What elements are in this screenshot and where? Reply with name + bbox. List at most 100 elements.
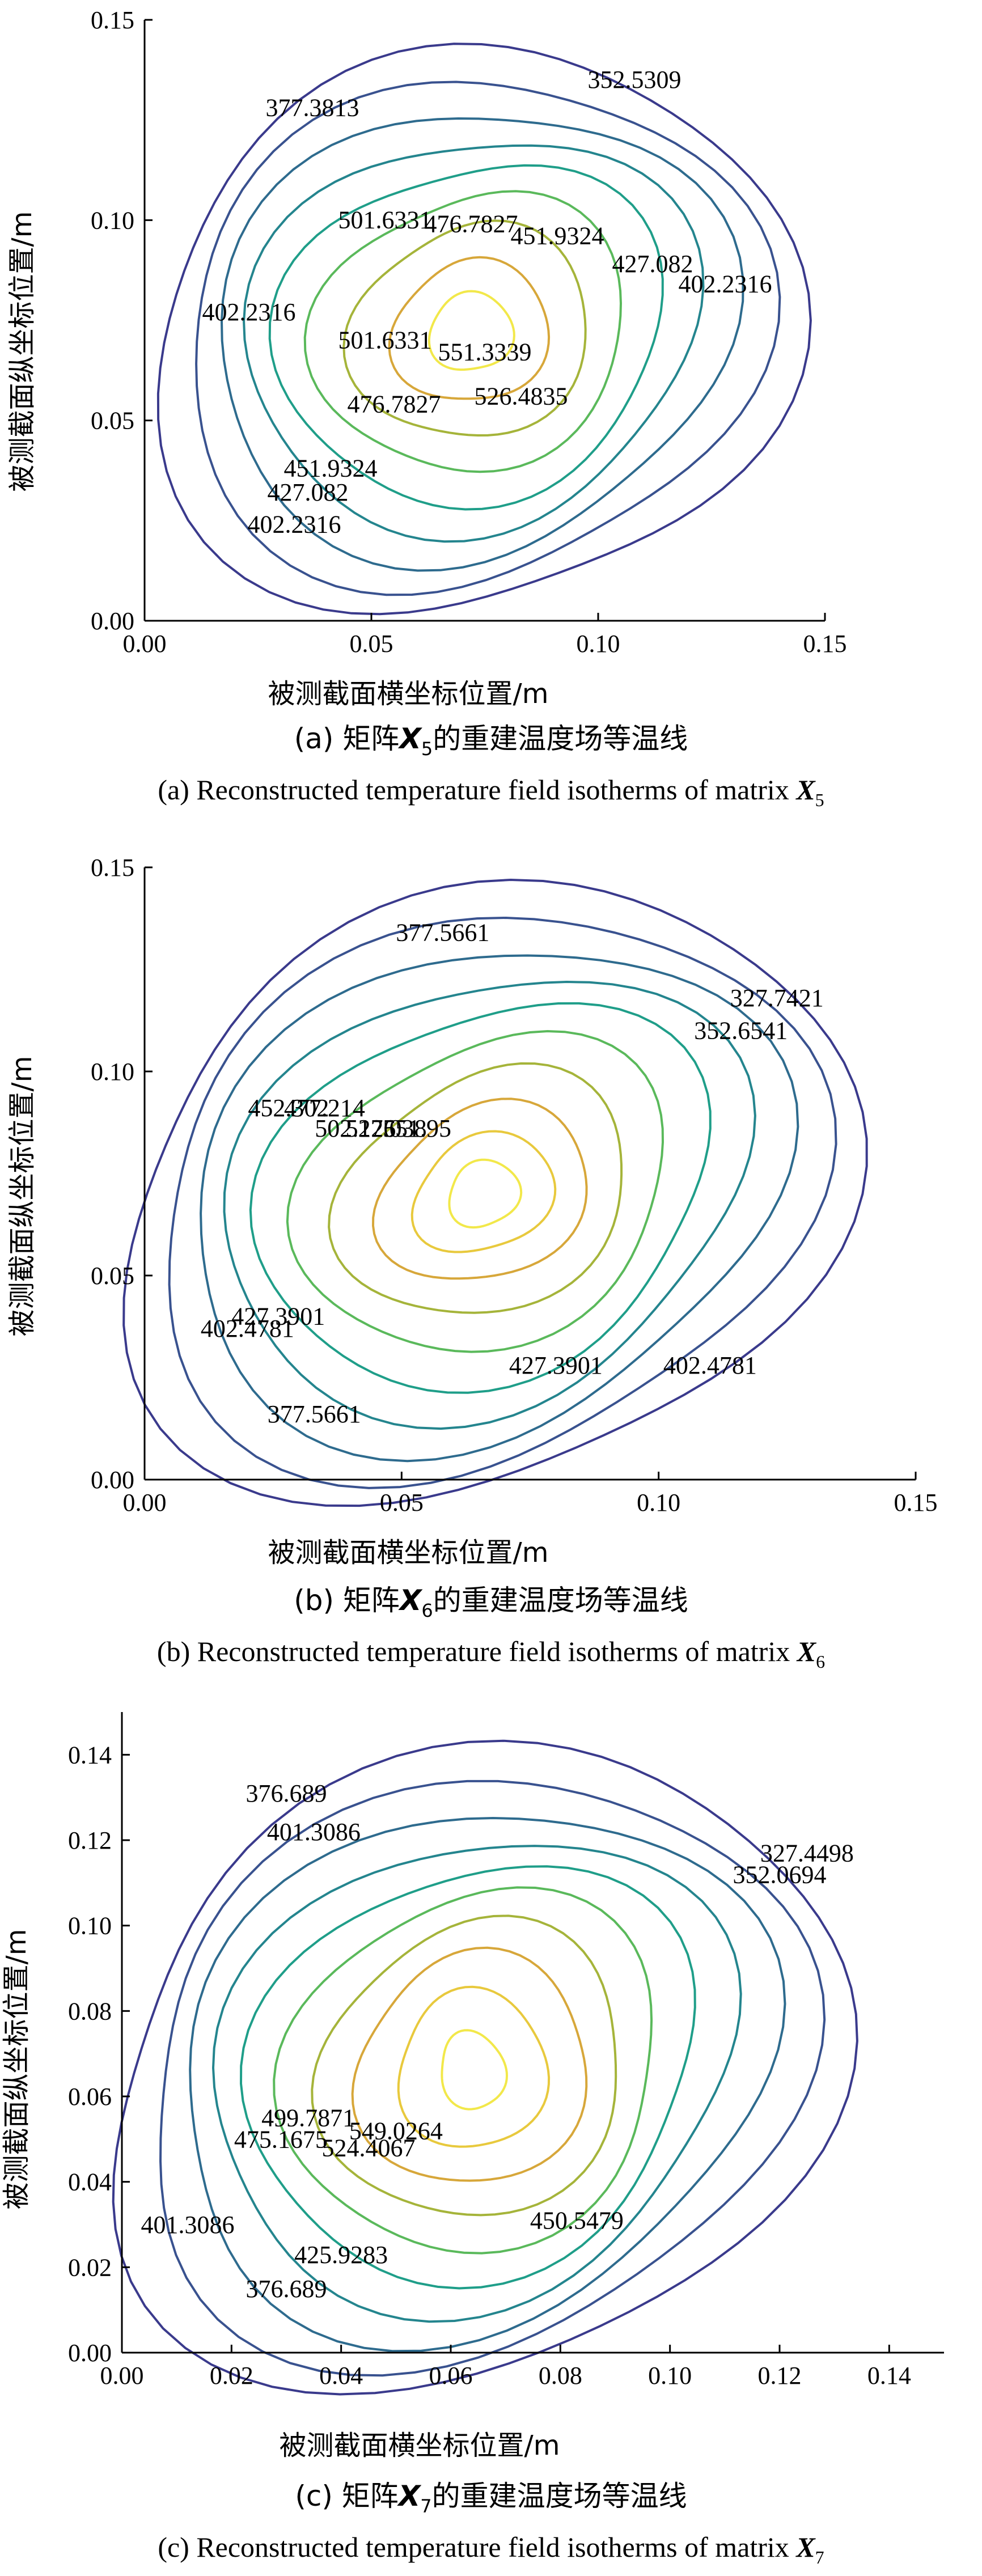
caption-en-c: (c) Reconstructed temperature field isot… <box>158 2531 824 2567</box>
x-tick-label-a-0: 0.00 <box>123 630 167 658</box>
y-axis-label-b: 被测截面纵坐标位置/m <box>6 1056 38 1337</box>
caption-en-a-prefix: (a) Reconstructed temperature field isot… <box>158 774 796 806</box>
caption-cn-a-prefix: (a) 矩阵 <box>294 722 400 755</box>
isotherm-b-8 <box>410 1130 557 1253</box>
contour-label-b-9: 402.4781 <box>201 1315 294 1342</box>
y-tick-label-c-7: 0.14 <box>68 1741 112 1769</box>
x-tick-label-c-0: 0.00 <box>100 2362 144 2389</box>
y-tick-label-a-2: 0.10 <box>91 206 134 234</box>
contour-label-b-12: 402.4781 <box>663 1351 757 1379</box>
caption-en-b-sub: 6 <box>816 1651 825 1672</box>
y-tick-label-b-2: 0.10 <box>91 1058 134 1086</box>
y-axis-label-a: 被测截面纵坐标位置/m <box>6 211 38 492</box>
caption-en-a-sub: 5 <box>815 790 824 810</box>
y-tick-label-c-4: 0.08 <box>68 1997 112 2025</box>
x-tick-label-b-2: 0.10 <box>637 1489 680 1516</box>
caption-cn-c-var: X <box>397 2480 422 2513</box>
x-tick-label-b-3: 0.15 <box>894 1489 938 1516</box>
isotherm-c-2 <box>189 1816 786 2353</box>
caption-en-b: (b) Reconstructed temperature field isot… <box>157 1636 825 1672</box>
y-tick-label-c-0: 0.00 <box>68 2339 112 2367</box>
x-tick-label-c-1: 0.02 <box>210 2362 253 2389</box>
x-axis-label-c: 被测截面横坐标位置/m <box>280 2430 560 2461</box>
contour-label-a-2: 402.2316 <box>202 298 296 326</box>
contour-label-c-5: 475.1675 <box>234 2125 328 2153</box>
isotherm-b-9 <box>448 1158 523 1229</box>
contour-label-c-4: 499.7871 <box>261 2104 355 2132</box>
y-axis-label-c: 被测截面纵坐标位置/m <box>1 1929 32 2210</box>
isotherm-b-3 <box>223 980 756 1430</box>
contour-label-c-3: 352.0694 <box>733 1861 827 1888</box>
caption-cn-c-suffix: 的重建温度场等温线 <box>432 2480 687 2513</box>
contour-label-a-0: 352.5309 <box>588 66 682 94</box>
axes-a: 0.00 0.05 0.10 0.15 0.00 0.05 0.10 0.15 <box>91 6 847 658</box>
x-tick-label-c-7: 0.14 <box>867 2362 911 2389</box>
isotherm-a-2 <box>220 117 744 572</box>
x-tick-label-a-1: 0.05 <box>350 630 393 658</box>
contour-label-b-3: 452.302 <box>248 1094 329 1122</box>
y-tick-label-c-6: 0.12 <box>68 1827 112 1854</box>
contour-label-c-1: 401.3086 <box>267 1818 361 1846</box>
y-tick-label-b-3: 0.15 <box>91 854 134 882</box>
contour-label-c-0: 376.689 <box>246 1780 327 1807</box>
isotherm-a-7 <box>388 256 551 400</box>
caption-cn-b-sub: 6 <box>421 1600 433 1621</box>
caption-en-a-var: X <box>795 774 816 806</box>
contour-label-b-5: 502.126 <box>315 1115 396 1142</box>
contour-label-c-2: 327.4498 <box>760 1840 854 1867</box>
y-tick-label-a-0: 0.00 <box>91 607 134 635</box>
contour-label-b-4: 477.214 <box>284 1094 365 1122</box>
contour-label-c-11: 376.689 <box>246 2275 327 2303</box>
caption-cn-c: (c) 矩阵X7的重建温度场等温线 <box>295 2480 687 2517</box>
caption-en-b-prefix: (b) Reconstructed temperature field isot… <box>157 1636 797 1667</box>
panel-b: 377.5661 327.7421 352.6541 452.302477.21450… <box>6 854 938 1672</box>
caption-cn-a-var: X <box>397 722 422 755</box>
isotherm-c-0 <box>112 1739 858 2396</box>
isotherm-a-1 <box>195 80 781 596</box>
contour-label-b-7: 551.95 <box>383 1115 451 1142</box>
plot-area-b: 377.5661 327.7421 352.6541 452.302477.21450… <box>122 878 868 1507</box>
isotherm-c-9 <box>441 2029 509 2111</box>
contour-label-a-6: 427.082 <box>268 478 349 506</box>
caption-cn-c-prefix: (c) 矩阵 <box>295 2480 398 2513</box>
contour-label-c-9: 401.3086 <box>141 2211 235 2239</box>
contour-label-b-0: 377.5661 <box>396 919 489 947</box>
axes-c: 0.00 0.02 0.04 0.06 0.08 0.10 0.12 0.14 0.00 0.02… <box>68 1712 944 2389</box>
contour-label-c-10: 425.9283 <box>294 2241 388 2269</box>
isotherm-c-4 <box>239 1865 696 2290</box>
isotherm-c-8 <box>397 1985 551 2148</box>
isotherm-a-0 <box>156 43 812 616</box>
isotherm-b-0 <box>122 878 868 1507</box>
isotherm-c-6 <box>311 1914 617 2217</box>
caption-cn-a-suffix: 的重建温度场等温线 <box>433 722 688 755</box>
panel-a: 352.5309 377.3813 402.2316 402.2316 402.2316… <box>6 6 847 810</box>
caption-cn-a: (a) 矩阵X5的重建温度场等温线 <box>294 722 688 760</box>
contour-label-b-6: 527.038 <box>346 1115 427 1142</box>
caption-cn-b-suffix: 的重建温度场等温线 <box>433 1584 688 1617</box>
panel-c: 376.689401.3086327.4498352.0694499.78714… <box>1 1712 944 2567</box>
isotherm-b-1 <box>168 916 837 1489</box>
x-axis-label-b: 被测截面横坐标位置/m <box>268 1537 549 1569</box>
isotherm-c-7 <box>351 1946 588 2182</box>
isotherm-a-3 <box>243 144 705 543</box>
contour-label-b-10: 377.5661 <box>268 1400 361 1428</box>
isotherm-c-5 <box>273 1886 653 2255</box>
contour-label-a-4: 402.2316 <box>248 511 341 539</box>
y-tick-label-b-0: 0.00 <box>91 1466 134 1494</box>
contour-label-b-8: 427.3901 <box>231 1302 325 1330</box>
isotherm-a-8 <box>427 290 515 371</box>
caption-cn-b-var: X <box>398 1584 423 1617</box>
x-tick-label-c-3: 0.06 <box>429 2362 473 2389</box>
contour-label-a-5: 427.082 <box>612 250 693 278</box>
isotherm-a-5 <box>303 190 623 473</box>
contour-label-a-3: 402.2316 <box>679 270 772 298</box>
contour-label-c-6: 549.0264 <box>349 2117 443 2145</box>
y-tick-label-c-1: 0.02 <box>68 2253 112 2281</box>
contour-label-c-8: 450.5479 <box>530 2207 624 2235</box>
isotherm-c-1 <box>159 1780 826 2377</box>
caption-en-c-prefix: (c) Reconstructed temperature field isot… <box>158 2531 796 2563</box>
isotherm-b-2 <box>200 954 799 1463</box>
caption-cn-a-sub: 5 <box>421 738 433 760</box>
contour-label-a-1: 377.3813 <box>266 94 359 122</box>
x-tick-label-a-3: 0.15 <box>803 630 847 658</box>
